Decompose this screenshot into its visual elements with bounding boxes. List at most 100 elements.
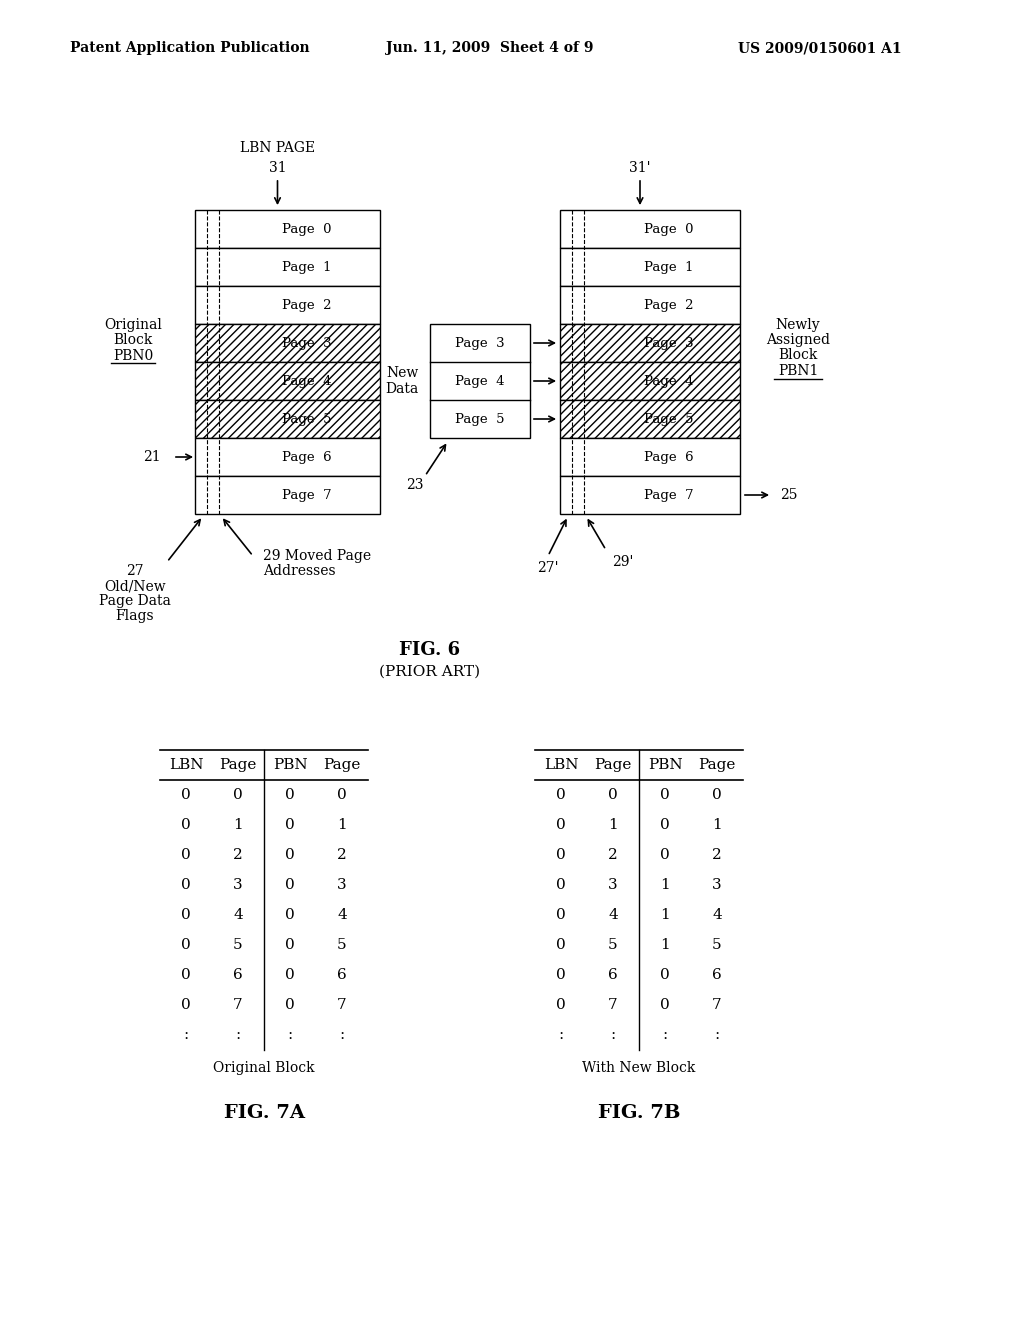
Text: Page  2: Page 2 (644, 298, 693, 312)
Text: 0: 0 (285, 908, 295, 921)
Text: Original: Original (104, 318, 162, 333)
Text: Page: Page (219, 758, 257, 772)
Text: Old/New: Old/New (104, 579, 166, 593)
Text: 23: 23 (407, 478, 424, 492)
Text: LBN PAGE: LBN PAGE (240, 141, 315, 154)
Text: 6: 6 (337, 968, 347, 982)
Bar (560, 286, 740, 323)
Text: 4: 4 (608, 908, 617, 921)
Text: 0: 0 (660, 818, 670, 832)
Text: 21: 21 (143, 450, 161, 465)
Text: 1: 1 (660, 878, 670, 892)
Text: 3: 3 (233, 878, 243, 892)
Text: Flags: Flags (116, 609, 155, 623)
Text: Page  4: Page 4 (282, 375, 331, 388)
Text: 0: 0 (556, 998, 566, 1012)
Text: 2: 2 (712, 847, 722, 862)
Text: 0: 0 (337, 788, 347, 803)
Text: 0: 0 (285, 847, 295, 862)
Text: 0: 0 (285, 818, 295, 832)
Text: Jun. 11, 2009  Sheet 4 of 9: Jun. 11, 2009 Sheet 4 of 9 (386, 41, 594, 55)
Text: 1: 1 (233, 818, 243, 832)
Text: Assigned: Assigned (766, 333, 830, 347)
Text: Page  6: Page 6 (282, 450, 332, 463)
Text: 0: 0 (181, 998, 190, 1012)
Text: 2: 2 (337, 847, 347, 862)
Bar (560, 362, 740, 400)
Text: With New Block: With New Block (583, 1061, 695, 1074)
Text: (PRIOR ART): (PRIOR ART) (380, 665, 480, 678)
Text: 0: 0 (181, 908, 190, 921)
Text: 6: 6 (233, 968, 243, 982)
Bar (560, 400, 740, 438)
Bar (195, 323, 380, 362)
Bar (560, 438, 740, 477)
Text: 0: 0 (556, 878, 566, 892)
Text: 0: 0 (285, 939, 295, 952)
Text: PBN: PBN (272, 758, 307, 772)
Text: 0: 0 (660, 998, 670, 1012)
Text: LBN: LBN (544, 758, 579, 772)
Text: 0: 0 (181, 968, 190, 982)
Text: Page Data: Page Data (99, 594, 171, 609)
Text: Page  6: Page 6 (644, 450, 694, 463)
Text: :: : (715, 1028, 720, 1041)
Text: Page  4: Page 4 (644, 375, 693, 388)
Text: Original Block: Original Block (213, 1061, 314, 1074)
Text: 29': 29' (612, 554, 634, 569)
Bar (560, 248, 740, 286)
Text: 0: 0 (181, 818, 190, 832)
Text: 1: 1 (337, 818, 347, 832)
Text: 2: 2 (233, 847, 243, 862)
Bar (560, 323, 740, 362)
Text: Page  1: Page 1 (282, 260, 331, 273)
Text: 29 Moved Page: 29 Moved Page (263, 549, 371, 564)
Text: Data: Data (385, 381, 419, 396)
Text: Page  7: Page 7 (644, 488, 694, 502)
Text: Patent Application Publication: Patent Application Publication (71, 41, 310, 55)
Text: 27: 27 (126, 564, 143, 578)
Text: 5: 5 (233, 939, 243, 952)
Text: 5: 5 (337, 939, 347, 952)
Text: 7: 7 (712, 998, 722, 1012)
Bar (195, 438, 380, 477)
Bar (195, 248, 380, 286)
Text: Page  1: Page 1 (644, 260, 693, 273)
Text: Page  5: Page 5 (456, 412, 505, 425)
Text: Page  5: Page 5 (644, 412, 693, 425)
Text: FIG. 6: FIG. 6 (399, 642, 461, 659)
Text: Page  0: Page 0 (644, 223, 693, 235)
Bar (195, 286, 380, 323)
Text: 1: 1 (608, 818, 617, 832)
Bar (560, 210, 740, 248)
Text: US 2009/0150601 A1: US 2009/0150601 A1 (738, 41, 902, 55)
Text: 0: 0 (556, 788, 566, 803)
Text: 31': 31' (630, 161, 650, 176)
Text: 6: 6 (712, 968, 722, 982)
Text: Page  5: Page 5 (282, 412, 331, 425)
Text: 0: 0 (181, 847, 190, 862)
Text: Page  3: Page 3 (644, 337, 694, 350)
Text: :: : (339, 1028, 345, 1041)
Text: 7: 7 (608, 998, 617, 1012)
Text: 0: 0 (556, 968, 566, 982)
Text: 1: 1 (660, 908, 670, 921)
Text: 7: 7 (337, 998, 347, 1012)
Text: 4: 4 (712, 908, 722, 921)
Text: PBN1: PBN1 (778, 364, 818, 378)
Text: 1: 1 (712, 818, 722, 832)
Text: 5: 5 (608, 939, 617, 952)
Text: 5: 5 (712, 939, 722, 952)
Text: Newly: Newly (776, 318, 820, 333)
Text: :: : (610, 1028, 615, 1041)
Bar (195, 210, 380, 248)
Text: 6: 6 (608, 968, 617, 982)
Text: 0: 0 (285, 788, 295, 803)
Text: 0: 0 (556, 847, 566, 862)
Text: 0: 0 (660, 788, 670, 803)
Text: Page  2: Page 2 (282, 298, 331, 312)
Text: 0: 0 (285, 998, 295, 1012)
Text: Page  0: Page 0 (282, 223, 331, 235)
Text: Page  3: Page 3 (282, 337, 332, 350)
Text: Page  3: Page 3 (456, 337, 505, 350)
